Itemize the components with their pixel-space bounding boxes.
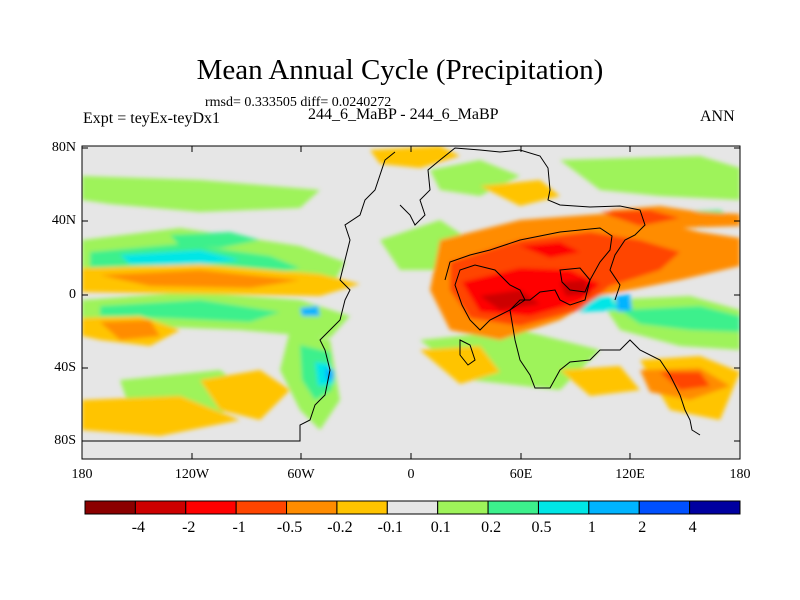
field-patch	[100, 300, 280, 322]
colorbar-box	[689, 500, 741, 515]
colorbar-label: 0.2	[481, 519, 502, 536]
field-patch	[620, 306, 740, 332]
field-patch	[120, 250, 240, 266]
axis-ticks	[81, 146, 741, 459]
colorbar-label: -1	[232, 519, 246, 536]
colorbar	[84, 500, 741, 515]
colorbar-label: -0.1	[377, 519, 403, 536]
lat-tick-label: 40N	[51, 213, 76, 228]
colorbar-label: -0.2	[327, 519, 353, 536]
colorbar-box	[235, 500, 288, 515]
lon-tick-label: 180	[729, 467, 751, 482]
field-patch	[100, 270, 300, 288]
lon-tick-label: 180	[71, 467, 93, 482]
colorbar-label: 1	[587, 519, 596, 536]
lon-tick-label: 0	[407, 467, 415, 482]
lon-tick-label: 60E	[509, 467, 533, 482]
lon-tick-label: 60W	[287, 467, 315, 482]
lat-tick-label: 80S	[54, 433, 76, 448]
coastline	[459, 339, 476, 366]
lon-tick-label: 120E	[615, 467, 645, 482]
field-patch	[600, 210, 680, 226]
colorbar-label: 0.1	[430, 519, 451, 536]
colorbar-box	[84, 500, 136, 515]
experiment-label: Expt = teyEx-teyDx1	[83, 110, 220, 127]
colorbar-box	[588, 500, 640, 515]
coastline	[399, 147, 646, 301]
colorbar-box	[537, 500, 590, 515]
colorbar-box	[638, 500, 691, 515]
field-patch	[100, 320, 160, 340]
colorbar-label: 2	[638, 519, 647, 536]
field-patch	[520, 242, 580, 258]
field-patch	[560, 156, 740, 200]
colorbar-box	[336, 500, 388, 515]
lon-tick-label: 120W	[174, 467, 210, 482]
case-label: 244_6_MaBP - 244_6_MaBP	[308, 106, 499, 123]
colorbar-label: -4	[131, 519, 146, 536]
field-patch	[560, 366, 640, 396]
colorbar-label: -0.5	[276, 519, 303, 536]
field-patch	[420, 346, 500, 384]
colorbar-box	[386, 500, 439, 515]
field-patch	[660, 372, 710, 390]
field-patch	[480, 180, 560, 206]
colorbar-box	[134, 500, 187, 515]
season-label: ANN	[700, 108, 735, 125]
colorbar-label: 4	[688, 519, 697, 536]
field-patch	[82, 176, 320, 212]
coastline	[82, 151, 396, 442]
colorbar-box	[487, 500, 539, 515]
lat-tick-label: 80N	[51, 140, 76, 155]
lat-tick-label: 0	[69, 287, 76, 302]
coastline	[559, 267, 591, 293]
stats-label: rmsd= 0.333505 diff= 0.0240272	[205, 95, 392, 110]
coastlines	[82, 147, 701, 442]
lat-tick-label: 40S	[54, 360, 76, 375]
field-patch	[480, 290, 540, 310]
field-patch	[170, 232, 260, 248]
field-patch	[615, 294, 632, 312]
colorbar-box	[286, 500, 338, 515]
colorbar-box	[185, 500, 237, 515]
chart-title: Mean Annual Cycle (Precipitation)	[196, 54, 604, 86]
precip-field	[82, 146, 740, 436]
field-patch	[200, 370, 290, 420]
field-patch	[300, 345, 332, 400]
coastline	[444, 227, 701, 436]
colorbar-box	[437, 500, 489, 515]
field-patch	[300, 306, 320, 316]
field-patch	[82, 396, 240, 436]
colorbar-label: -2	[182, 519, 196, 536]
coastline	[454, 264, 526, 331]
colorbar-label: 0.5	[531, 519, 552, 536]
